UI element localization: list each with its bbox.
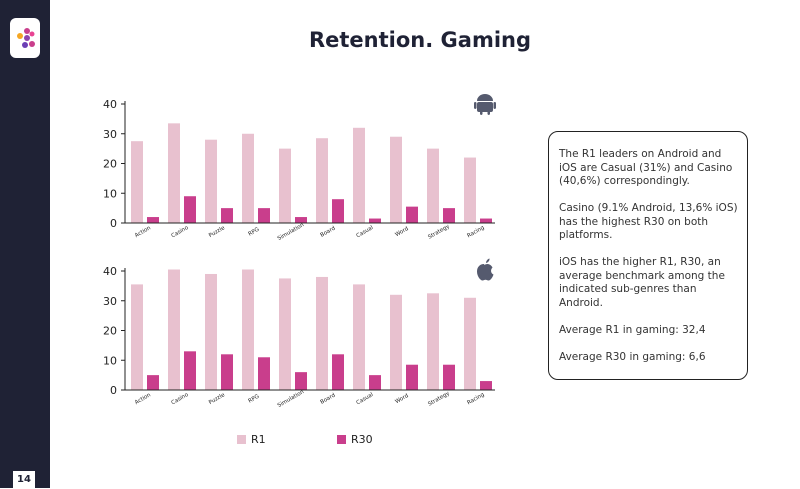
note-text: iOS has the higher R1, R30, an average b… [559,256,725,309]
y-tick-label: 10 [103,187,117,200]
x-tick-label: Word [394,226,409,238]
bar [443,208,455,223]
bar [279,278,291,390]
y-tick-label: 30 [103,295,117,308]
y-tick-label: 10 [103,354,117,367]
note-box: The R1 leaders on Android and iOS are Ca… [548,131,748,380]
logo [10,18,40,58]
x-tick-label: Word [394,393,409,405]
bar [464,297,476,390]
bar [295,217,307,223]
bar [464,157,476,223]
legend-label: R30 [351,433,373,446]
logo-icon [17,28,35,48]
legend-swatch [237,435,246,444]
bar [427,148,439,223]
legend-label: R1 [251,433,266,446]
y-tick-label: 0 [110,384,117,397]
note-text: The R1 leaders on Android and iOS are Ca… [559,148,733,187]
bar [406,364,418,390]
x-tick-label: Strategy [427,390,451,407]
bar [390,136,402,223]
bar [258,357,270,390]
x-tick-label: RPG [248,394,261,405]
note-text: Average R30 in gaming: 6,6 [559,350,706,363]
x-tick-label: Casino [171,392,191,407]
y-tick-label: 40 [103,265,117,278]
sidebar [0,0,50,488]
x-tick-label: RPG [248,227,261,238]
x-tick-label: Simulation [277,222,306,242]
charts: 0 10 20 30 40 Action Casino Puzzle RPG Simulation… [103,94,496,446]
apple-icon [477,258,494,281]
x-tick-label: Board [319,392,336,405]
bar [316,276,328,390]
x-tick-label: Strategy [427,223,451,240]
bar [205,273,217,390]
bar [369,218,381,223]
x-tick-label: Board [319,225,336,238]
bar [353,127,365,223]
y-tick-label: 30 [103,128,117,141]
bar [480,381,492,390]
bar [427,293,439,390]
x-tick-label: Casual [356,392,375,407]
x-tick-label: Racing [466,225,485,240]
bar [443,364,455,390]
bar [353,284,365,390]
bar [406,206,418,223]
x-tick-label: Casual [356,225,375,240]
x-tick-label: Action [134,225,152,239]
bar [168,123,180,223]
bar [242,269,254,390]
bar [147,375,159,390]
x-tick-label: Action [134,392,152,406]
x-tick-label: Puzzle [208,225,227,239]
y-tick-label: 40 [103,98,117,111]
x-tick-label: Simulation [277,389,306,409]
x-tick-label: Puzzle [208,392,227,406]
x-tick-label: Racing [466,392,485,407]
legend-swatch [337,435,346,444]
x-tick-label: Casino [171,225,191,240]
bar [279,148,291,223]
bar [480,218,492,223]
bar [332,354,344,390]
android-icon [474,94,496,115]
y-tick-label: 20 [103,158,117,171]
bar [184,351,196,390]
bar [221,208,233,223]
bar [258,208,270,223]
bar [131,141,143,223]
page-number: 14 [13,471,35,488]
y-tick-label: 20 [103,325,117,338]
bar [184,196,196,223]
note-text: Average R1 in gaming: 32,4 [559,323,706,336]
y-tick-label: 0 [110,217,117,230]
note-text: Casino (9.1% Android, 13,6% iOS) has the… [559,202,738,241]
bar [316,138,328,223]
bar [390,294,402,390]
slide-title: Retention. Gaming [308,28,532,52]
bar [168,269,180,390]
bar [369,375,381,390]
bar [147,217,159,223]
bar [221,354,233,390]
bar [205,139,217,223]
bar [332,199,344,223]
bar [242,133,254,223]
bar [295,372,307,390]
bar [131,284,143,390]
